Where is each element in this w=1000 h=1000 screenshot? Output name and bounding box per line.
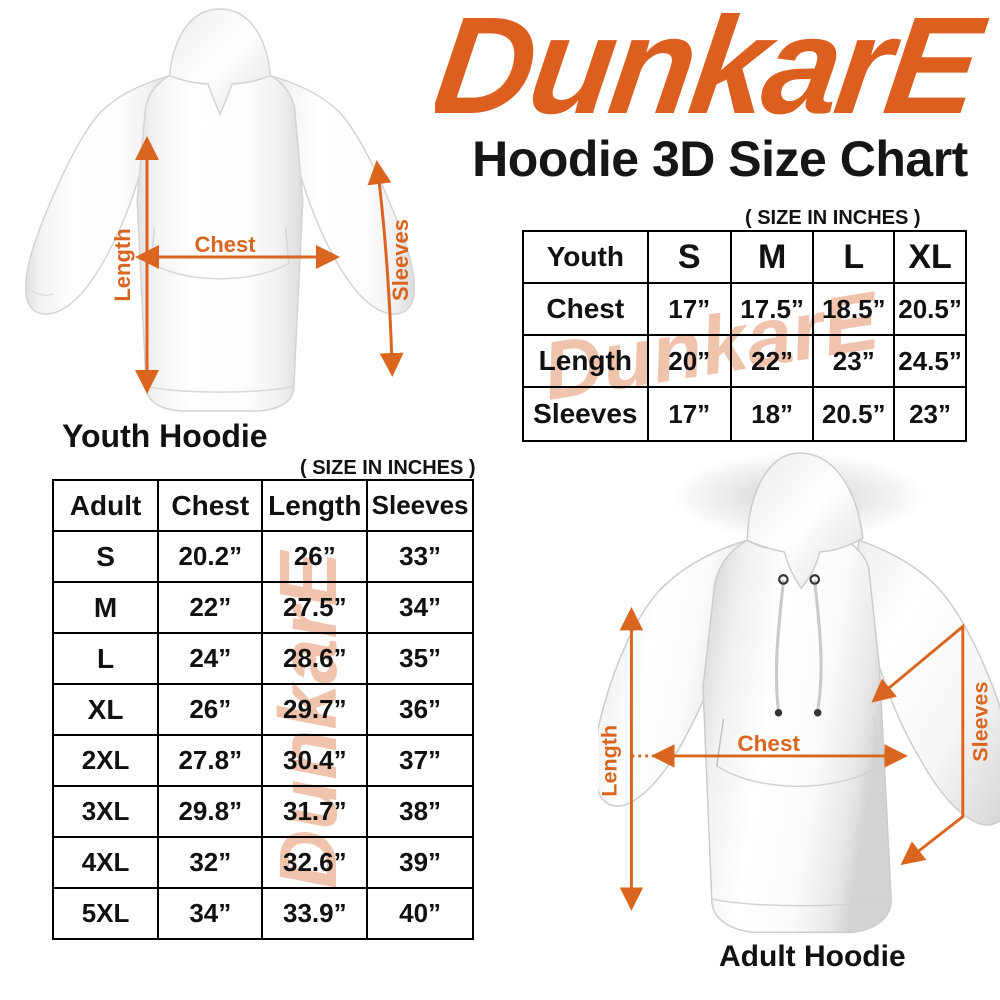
svg-text:Chest: Chest (737, 731, 800, 756)
svg-text:Length: Length (110, 228, 135, 301)
svg-text:Sleeves: Sleeves (967, 681, 992, 761)
svg-text:DunkarE: DunkarE (435, 0, 994, 143)
svg-text:Chest: Chest (194, 232, 256, 257)
svg-text:Sleeves: Sleeves (388, 219, 413, 301)
svg-text:Length: Length (598, 725, 622, 797)
